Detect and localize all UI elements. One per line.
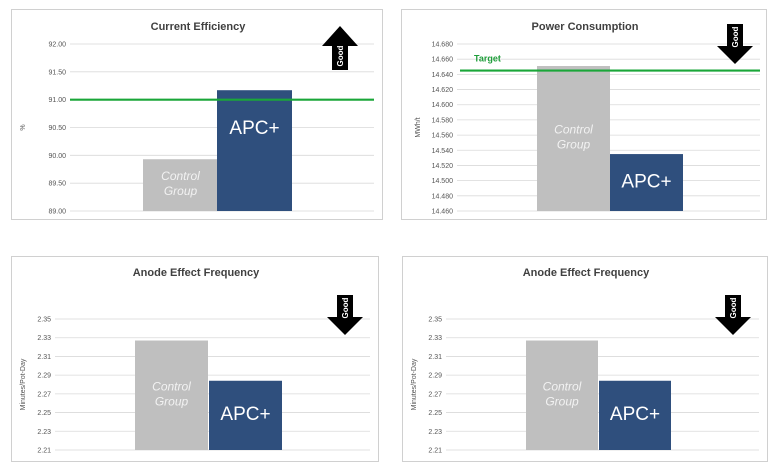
- y-tick-label: 14.680: [432, 42, 454, 49]
- target-label: Target: [474, 54, 501, 64]
- chart-title: Anode Effect Frequency: [523, 267, 650, 279]
- y-tick-label: 2.31: [37, 354, 51, 361]
- y-tick-label: 2.33: [428, 335, 442, 342]
- y-tick-label: 89.00: [48, 209, 66, 216]
- y-tick-label: 14.540: [432, 148, 454, 155]
- y-tick-label: 92.00: [48, 42, 66, 49]
- good-arrow-icon: [715, 295, 751, 335]
- chart-title: Anode Effect Frequency: [133, 267, 260, 279]
- y-tick-label: 89.50: [48, 181, 66, 188]
- y-axis-label: %: [20, 124, 27, 130]
- bar-apc-plus: [217, 90, 292, 211]
- chart-title: Current Efficiency: [151, 21, 247, 33]
- chart-svg-4: Anode Effect Frequency 2.21 2.23 2.25 2.27 2.…: [411, 267, 759, 455]
- bar-label-apc-plus: APC+: [610, 404, 660, 425]
- bar-label-control-group: Control: [152, 379, 191, 393]
- y-tick-label: 2.35: [37, 317, 51, 324]
- y-tick-label: 91.00: [48, 97, 66, 104]
- chart-svg-2: Power Consumption 14.460 14.480 14.500 14.52…: [415, 21, 760, 216]
- y-tick-label: 2.21: [37, 448, 51, 455]
- y-tick-label: 2.23: [428, 429, 442, 436]
- bar-label-control-group: Group: [164, 184, 198, 198]
- y-tick-label: 14.600: [432, 102, 454, 109]
- good-label: Good: [731, 26, 740, 47]
- chart-svg-3: Anode Effect Frequency 2.21 2.23 2.25 2.27 2.…: [20, 267, 370, 455]
- good-arrow-icon: [322, 26, 358, 70]
- y-axis-label: Minutes/Pot-Day: [20, 358, 27, 410]
- y-tick-label: 2.21: [428, 448, 442, 455]
- y-tick-label: 14.640: [432, 72, 454, 79]
- good-label: Good: [341, 297, 350, 318]
- bar-label-apc-plus: APC+: [621, 172, 671, 193]
- y-tick-label: 2.29: [37, 373, 51, 380]
- bar-label-apc-plus: APC+: [220, 404, 270, 425]
- bar-label-control-group: Control: [161, 169, 200, 183]
- chart-panel-anode-effect-1: Anode Effect Frequency 2.21 2.23 2.25 2.27 2.…: [11, 256, 379, 462]
- y-tick-label: 14.480: [432, 193, 454, 200]
- y-tick-label: 2.23: [37, 429, 51, 436]
- y-tick-label: 2.31: [428, 354, 442, 361]
- y-tick-label: 2.29: [428, 373, 442, 380]
- y-tick-label: 90.00: [48, 153, 66, 160]
- y-tick-label: 14.500: [432, 178, 454, 185]
- y-tick-label: 14.520: [432, 163, 454, 170]
- good-label: Good: [336, 45, 345, 66]
- chart-panel-power-consumption: Power Consumption 14.460 14.480 14.500 14.52…: [401, 9, 767, 220]
- chart-panel-current-efficiency: Current Efficiency 89.00 89.50 90.00 90.50 91…: [11, 9, 383, 220]
- chart-title: Power Consumption: [532, 21, 639, 33]
- good-arrow-icon: [717, 24, 753, 64]
- y-tick-label: 14.460: [432, 209, 454, 216]
- y-axis-label: MWh/t: [415, 117, 422, 137]
- good-arrow-icon: [327, 295, 363, 335]
- y-tick-label: 14.660: [432, 57, 454, 64]
- chart-svg-1: Current Efficiency 89.00 89.50 90.00 90.50 91…: [20, 21, 374, 216]
- y-tick-label: 14.560: [432, 133, 454, 140]
- bar-apc-plus: [209, 380, 282, 450]
- chart-panel-anode-effect-2: Anode Effect Frequency 2.21 2.23 2.25 2.27 2.…: [402, 256, 768, 462]
- y-tick-label: 2.35: [428, 317, 442, 324]
- bar-label-apc-plus: APC+: [229, 118, 279, 139]
- y-tick-label: 2.25: [428, 410, 442, 417]
- bar-control-group: [143, 159, 218, 211]
- bar-apc-plus: [599, 380, 671, 450]
- good-label: Good: [729, 297, 738, 318]
- bar-apc-plus: [610, 154, 683, 211]
- bar-label-control-group: Group: [545, 394, 579, 408]
- bar-label-control-group: Control: [543, 379, 582, 393]
- y-tick-label: 2.25: [37, 410, 51, 417]
- y-tick-label: 90.50: [48, 125, 66, 132]
- bar-label-control-group: Control: [554, 123, 593, 137]
- y-tick-label: 2.33: [37, 335, 51, 342]
- bar-label-control-group: Group: [155, 394, 189, 408]
- bar-control-group: [537, 66, 610, 211]
- y-tick-label: 14.580: [432, 117, 454, 124]
- y-tick-label: 2.27: [37, 391, 51, 398]
- bar-control-group: [526, 340, 598, 450]
- y-tick-label: 2.27: [428, 391, 442, 398]
- y-tick-label: 91.50: [48, 69, 66, 76]
- y-tick-label: 14.620: [432, 87, 454, 94]
- bar-label-control-group: Group: [557, 138, 591, 152]
- y-axis-label: Minutes/Pot-Day: [411, 358, 418, 410]
- bar-control-group: [135, 340, 208, 450]
